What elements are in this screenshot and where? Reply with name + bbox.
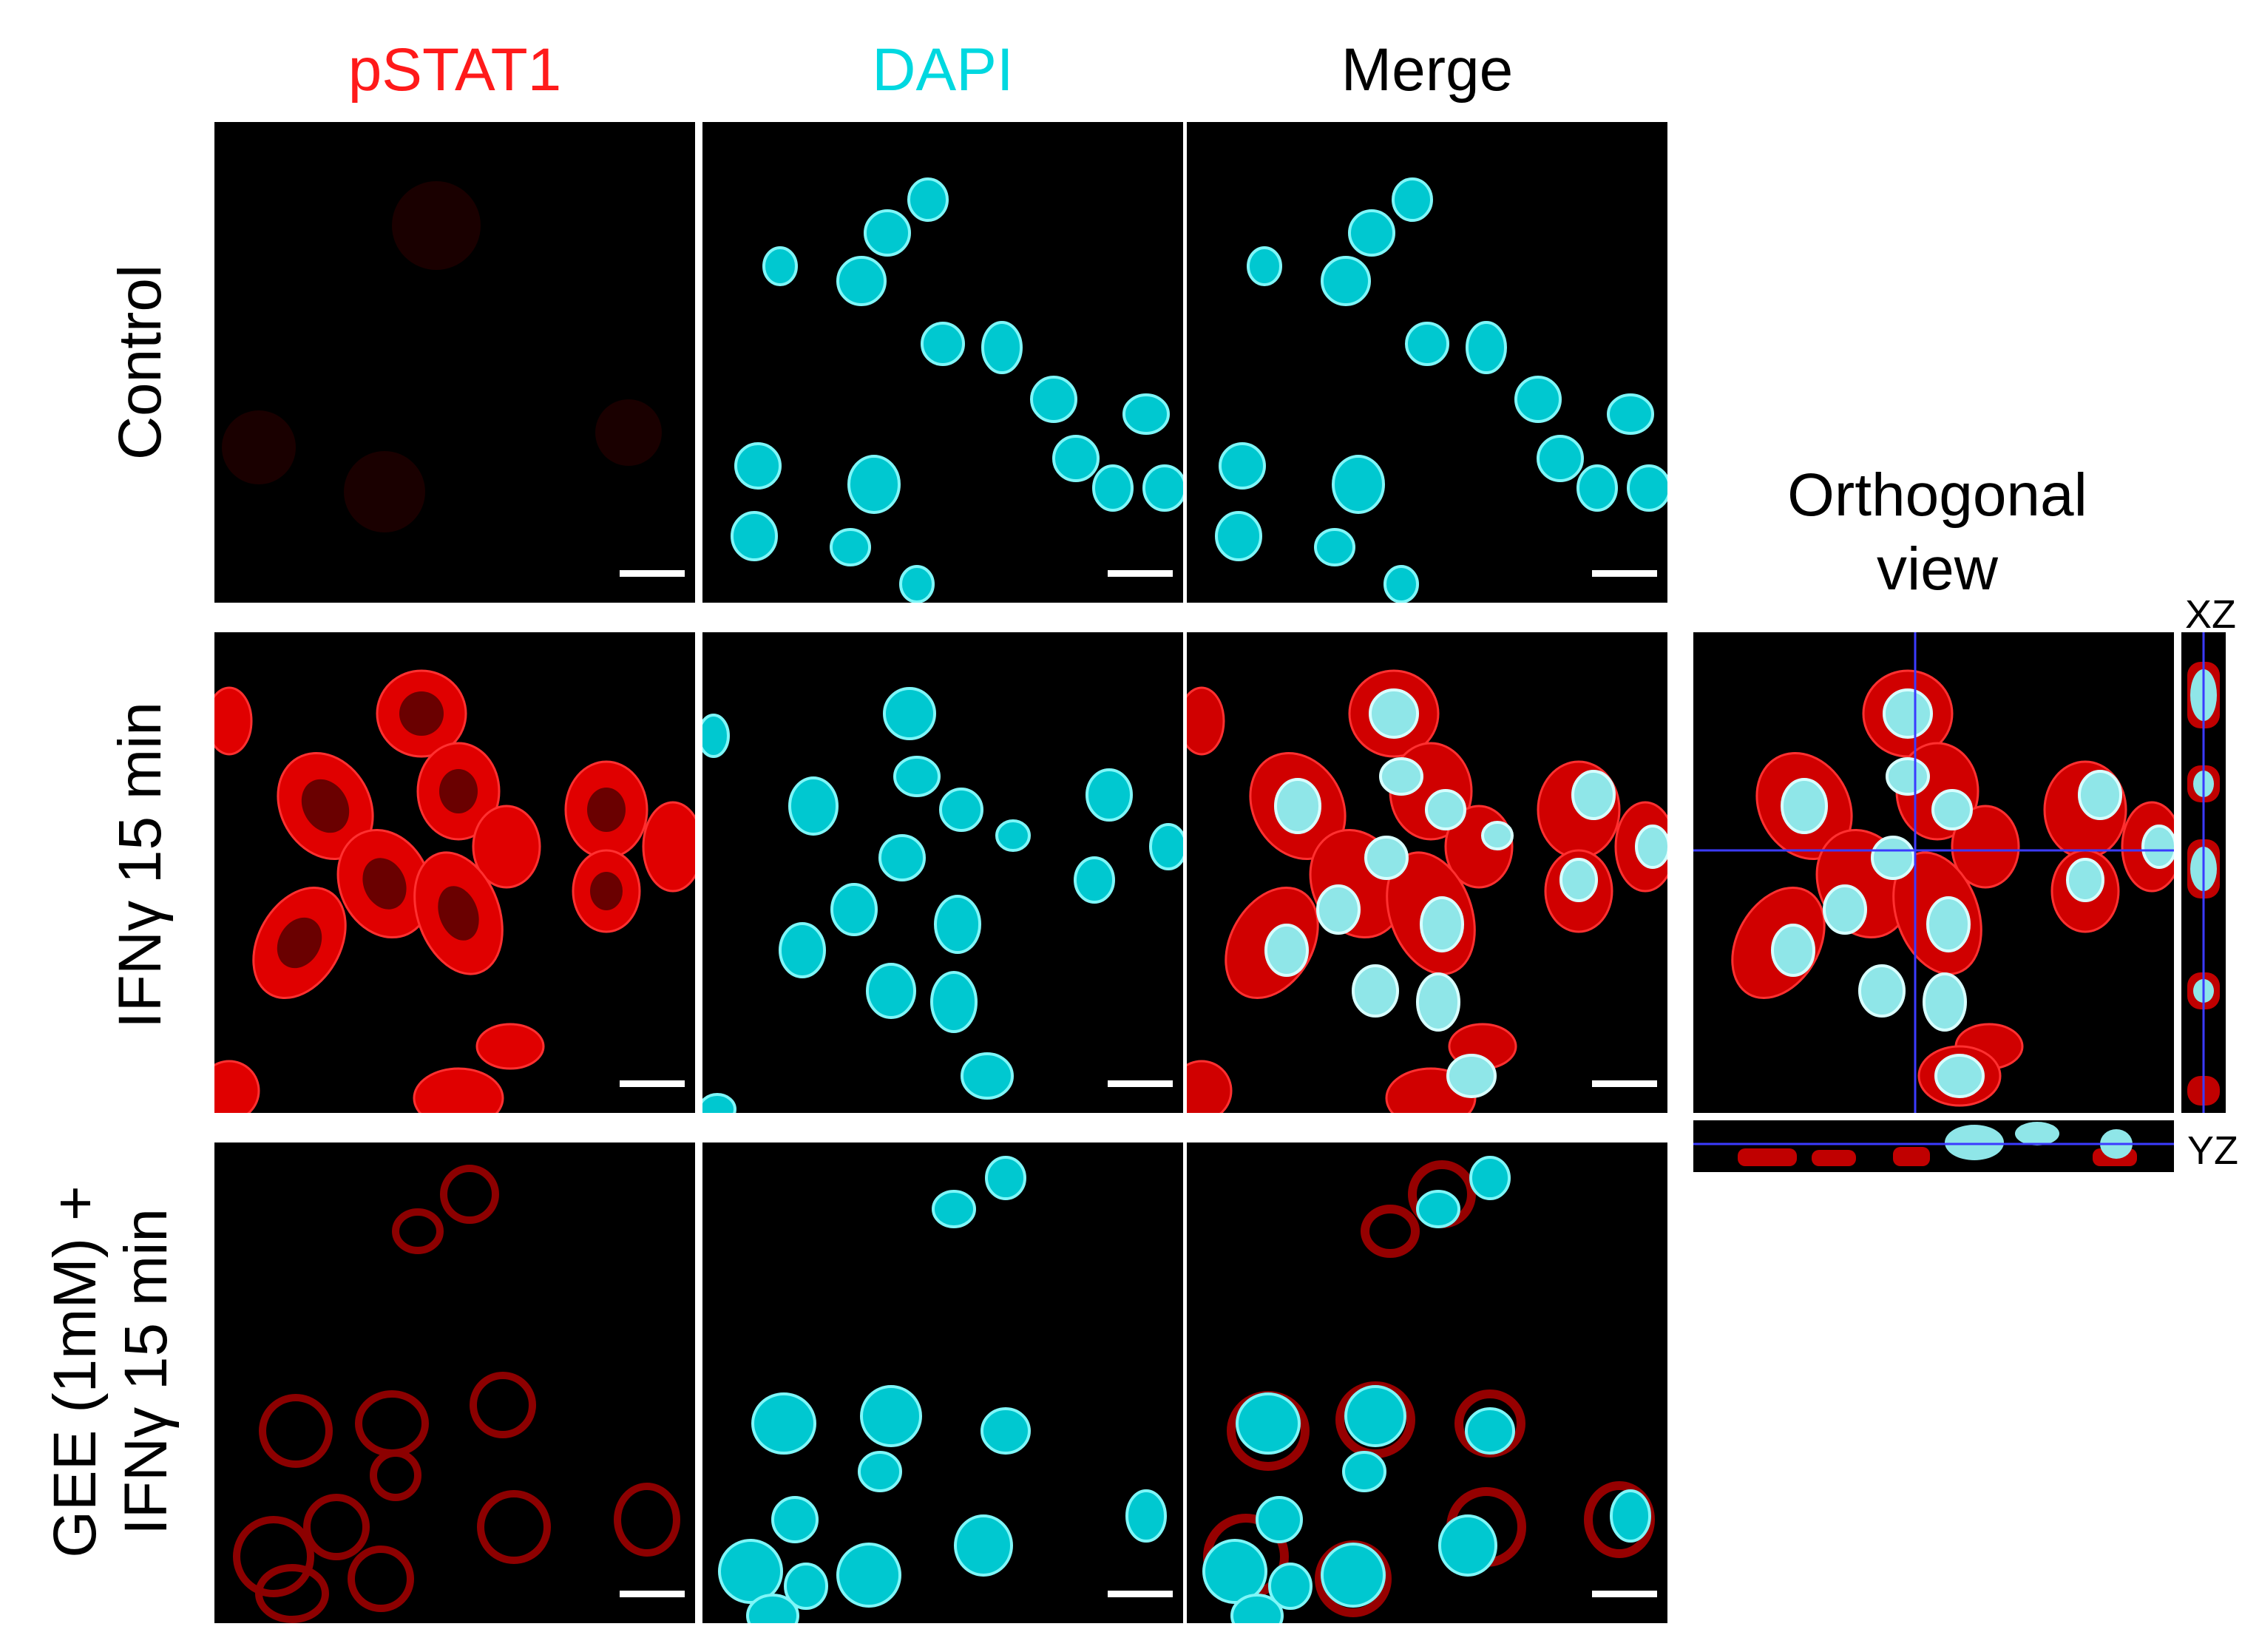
ifng-pstat1-panel: [214, 632, 695, 1113]
scale-bar: [1592, 1591, 1657, 1597]
scale-bar: [620, 1080, 685, 1087]
row-label-gee-line1: GEE (1mM) +: [41, 1185, 109, 1558]
ifng-dapi-image: [702, 687, 1183, 1113]
ifng-merge-panel: [1187, 632, 1667, 1113]
row-label-gee: GEE (1mM) + IFNγ 15 min: [40, 1185, 182, 1557]
orthogonal-yz-image: [1693, 1122, 2174, 1166]
yz-label: YZ: [2187, 1128, 2239, 1173]
control-merge-panel: [1187, 122, 1667, 603]
gee-merge-panel: [1187, 1142, 1667, 1623]
orthogonal-main-image: [1693, 632, 2174, 1113]
control-pstat1-image: [222, 181, 662, 532]
ifng-dapi-panel: [702, 632, 1183, 1113]
orthogonal-view-title: Orthogonal view: [1679, 458, 2196, 606]
scale-bar: [1592, 570, 1657, 577]
column-header-merge: Merge: [1341, 36, 1514, 104]
gee-dapi-panel: [702, 1142, 1183, 1623]
xz-label: XZ: [2185, 592, 2237, 637]
scale-bar: [1592, 1080, 1657, 1087]
gee-merge-image: [1202, 1156, 1655, 1623]
orthogonal-yz-panel: [1693, 1120, 2174, 1172]
control-dapi-image: [731, 177, 1183, 603]
control-dapi-panel: [702, 122, 1183, 603]
gee-dapi-image: [718, 1156, 1167, 1623]
scale-bar: [1108, 1080, 1173, 1087]
scale-bar: [620, 1591, 685, 1597]
column-header-pstat1: pSTAT1: [348, 36, 562, 104]
orthogonal-main-panel: [1693, 632, 2174, 1113]
scale-bar: [620, 570, 685, 577]
column-header-dapi: DAPI: [872, 36, 1014, 104]
ifng-pstat1-image: [214, 669, 695, 1113]
gee-pstat1-panel: [214, 1142, 695, 1623]
row-label-ifng: IFNγ 15 min: [106, 702, 174, 1029]
row-label-control: Control: [106, 264, 174, 461]
scale-bar: [1108, 1591, 1173, 1597]
orthogonal-xz-image: [2187, 632, 2220, 1113]
control-merge-image: [1215, 177, 1667, 603]
gee-pstat1-image: [233, 1165, 680, 1623]
scale-bar: [1108, 570, 1173, 577]
orthogonal-title-line2: view: [1876, 535, 1999, 603]
control-pstat1-panel: [214, 122, 695, 603]
orthogonal-xz-panel: [2181, 632, 2226, 1113]
orthogonal-title-line1: Orthogonal: [1787, 461, 2087, 529]
ifng-merge-image: [1187, 669, 1667, 1113]
row-label-gee-line2: IFNγ 15 min: [112, 1208, 180, 1536]
